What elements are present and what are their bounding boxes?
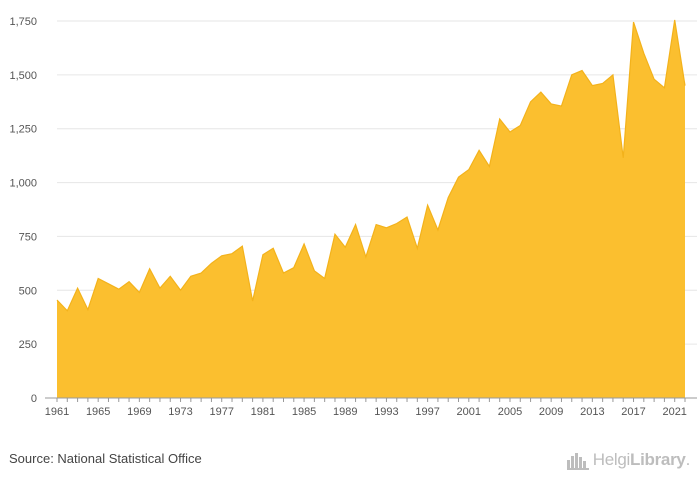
x-tick-label: 1965 bbox=[86, 406, 110, 418]
y-tick-label: 500 bbox=[19, 285, 37, 297]
footer: Source: National Statistical Office Helg… bbox=[0, 440, 700, 483]
x-tick-label: 1973 bbox=[168, 406, 192, 418]
series-area bbox=[56, 19, 686, 398]
x-tick-label: 2005 bbox=[498, 406, 522, 418]
y-tick-label: 1,250 bbox=[9, 124, 37, 136]
x-tick-label: 1961 bbox=[45, 406, 69, 418]
x-tick-label: 1989 bbox=[333, 406, 357, 418]
logo-bold: Library bbox=[630, 450, 686, 469]
x-tick-label: 2021 bbox=[662, 406, 686, 418]
x-tick-label: 1997 bbox=[415, 406, 439, 418]
x-tick-label: 2001 bbox=[457, 406, 481, 418]
logo-text: HelgiLibrary. bbox=[592, 450, 691, 470]
city-skyline-icon bbox=[566, 453, 589, 470]
x-tick-label: 2009 bbox=[539, 406, 563, 418]
logo-light: Helgi bbox=[592, 450, 631, 469]
x-tick-label: 2017 bbox=[621, 406, 645, 418]
x-tick-label: 1981 bbox=[251, 406, 275, 418]
y-tick-label: 1,750 bbox=[9, 16, 37, 28]
y-tick-label: 1,000 bbox=[9, 178, 37, 190]
x-tick-label: 1977 bbox=[209, 406, 233, 418]
y-tick-label: 750 bbox=[19, 231, 37, 243]
y-axis-ticks: 0 250 500 750 1,000 1,250 1,500 1,750 bbox=[9, 16, 37, 405]
x-tick-label: 1993 bbox=[374, 406, 398, 418]
logo-dot: . bbox=[685, 450, 691, 469]
source-text: Source: National Statistical Office bbox=[9, 451, 202, 466]
y-tick-label: 250 bbox=[19, 339, 37, 351]
series-area-fill bbox=[57, 19, 685, 398]
x-tick-label: 2013 bbox=[580, 406, 604, 418]
x-axis-ticks: 1961 1965 1969 1973 1977 1981 1985 1989 1993 1997… bbox=[45, 398, 687, 418]
helgilibrary-logo: HelgiLibrary. bbox=[566, 448, 691, 470]
x-tick-label: 1969 bbox=[127, 406, 151, 418]
y-tick-label: 0 bbox=[31, 393, 37, 405]
x-tick-label: 1985 bbox=[292, 406, 316, 418]
series-line bbox=[56, 19, 686, 312]
y-tick-label: 1,500 bbox=[9, 70, 37, 82]
